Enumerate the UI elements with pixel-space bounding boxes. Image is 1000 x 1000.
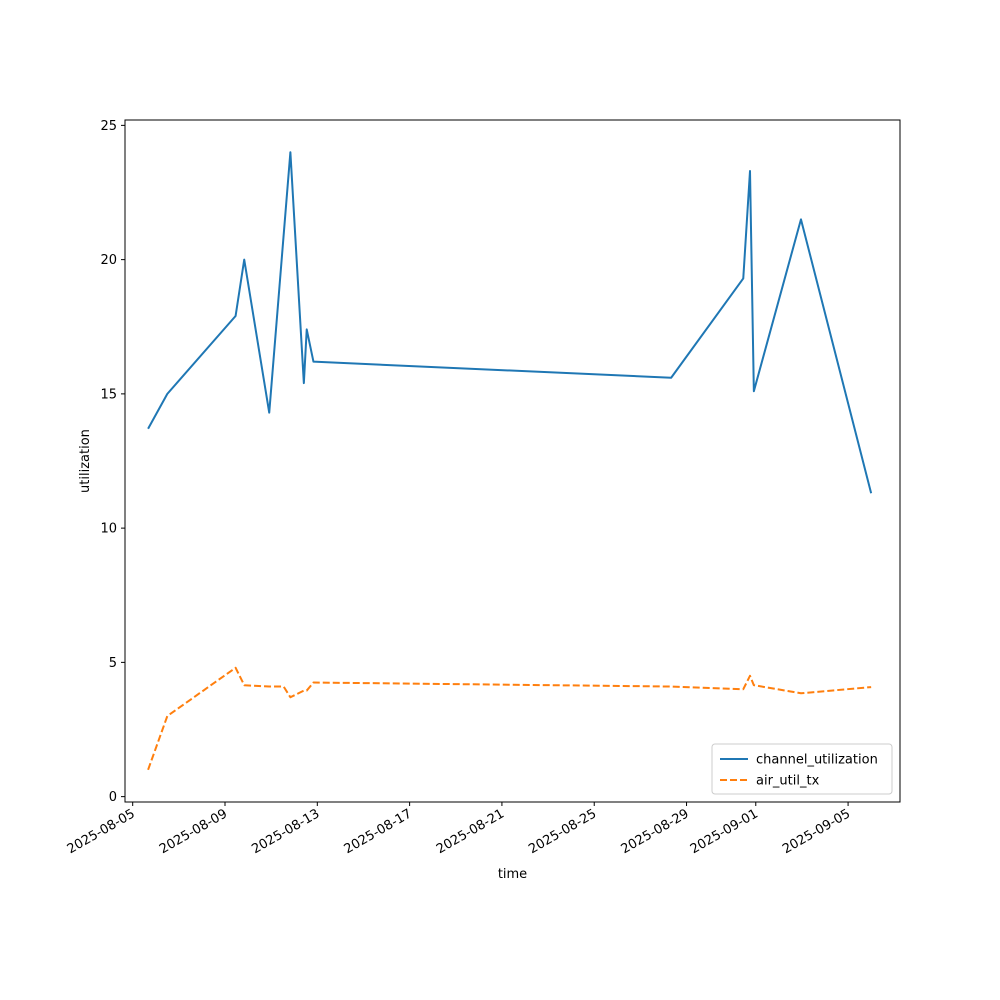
x-tick-label: 2025-08-17 [342, 806, 415, 857]
x-tick-label: 2025-08-05 [65, 806, 138, 857]
series-line-air-util-tx [147, 666, 872, 771]
series-layer [147, 151, 873, 771]
x-tick-label: 2025-08-25 [526, 806, 599, 857]
y-tick-label: 10 [100, 522, 117, 537]
x-tick-label: 2025-09-05 [780, 806, 853, 857]
y-tick-label: 25 [100, 119, 117, 134]
x-axis-label: time [498, 867, 527, 882]
y-axis-label: utilization [78, 429, 93, 493]
plot-frame [124, 119, 901, 803]
x-tick-label: 2025-09-01 [688, 806, 761, 857]
series-line-channel-utilization [147, 151, 873, 494]
x-tick-label: 2025-08-29 [619, 806, 692, 857]
y-tick-label: 0 [109, 790, 117, 805]
y-tick-label: 20 [100, 253, 117, 268]
y-tick-label: 15 [100, 387, 117, 402]
legend-label: air_util_tx [756, 774, 820, 789]
legend-label: channel_utilization [756, 753, 878, 768]
x-tick-label: 2025-08-09 [157, 806, 230, 857]
legend-box [711, 743, 893, 795]
x-tick-label: 2025-08-13 [249, 806, 322, 857]
legend: channel_utilization air_util_tx [711, 743, 893, 795]
x-tick-label: 2025-08-21 [434, 806, 507, 857]
y-tick-label: 5 [109, 656, 117, 671]
